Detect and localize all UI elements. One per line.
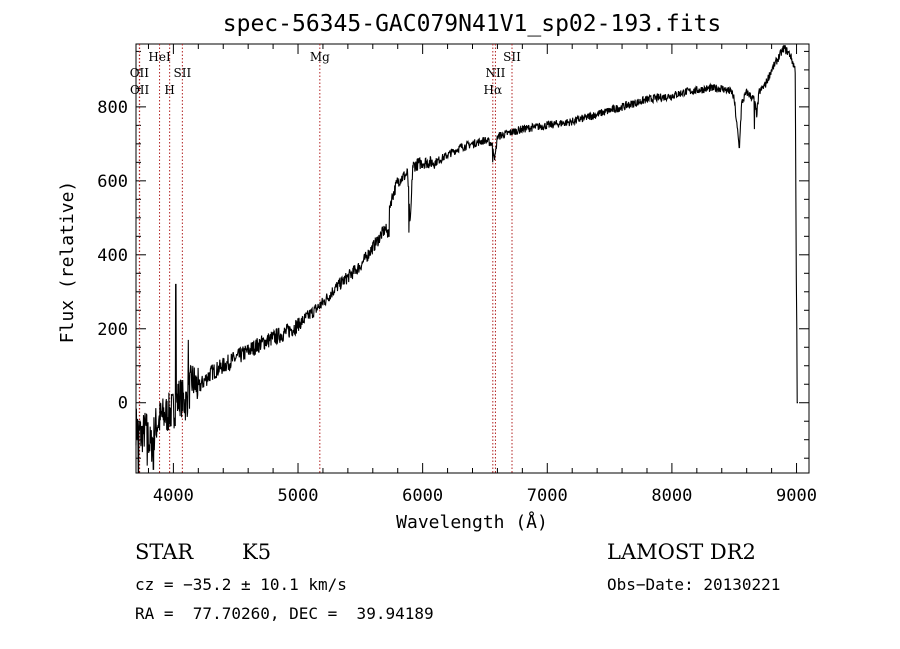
y-tick-label: 200 — [97, 320, 128, 340]
coordinates-label: RA = 77.70260, DEC = 39.94189 — [135, 604, 434, 623]
x-tick-label: 4000 — [153, 486, 194, 506]
x-tick-label: 8000 — [651, 486, 692, 506]
line-marker-label: NII — [485, 66, 505, 80]
line-marker-label: H — [164, 83, 174, 97]
axis-ticks: 4000 5000 6000 7000 8000 9000 0 200 400 600 800 — [97, 44, 817, 506]
chart-title: spec-56345-GAC079N41V1_sp02-193.fits — [223, 11, 722, 37]
y-axis-label: Flux (relative) — [57, 181, 78, 344]
x-tick-label: 5000 — [278, 486, 319, 506]
x-tick-label: 6000 — [402, 486, 443, 506]
plot-frame — [135, 43, 810, 474]
line-marker-label: HeI — [148, 50, 171, 64]
object-subclass: K5 — [242, 540, 272, 564]
redshift-label: cz = −35.2 ± 10.1 km/s — [135, 575, 347, 594]
y-tick-label: 800 — [97, 98, 128, 118]
y-tick-label: 0 — [118, 394, 128, 414]
x-tick-label: 9000 — [776, 486, 817, 506]
line-marker-label: SII — [174, 66, 192, 80]
line-marker-label: Hα — [484, 83, 503, 97]
line-marker-label: SII — [503, 50, 521, 64]
line-marker-label: OII — [130, 83, 150, 97]
survey-label: LAMOST DR2 — [607, 540, 756, 564]
line-marker-label: Mg — [310, 50, 330, 64]
spectrum-line — [135, 44, 798, 474]
obs-date-label: Obs−Date: 20130221 — [607, 575, 781, 594]
x-tick-label: 7000 — [527, 486, 568, 506]
y-tick-label: 600 — [97, 172, 128, 192]
object-class: STAR — [135, 540, 194, 564]
x-axis-label: Wavelength (Å) — [396, 511, 548, 533]
y-tick-label: 400 — [97, 246, 128, 266]
